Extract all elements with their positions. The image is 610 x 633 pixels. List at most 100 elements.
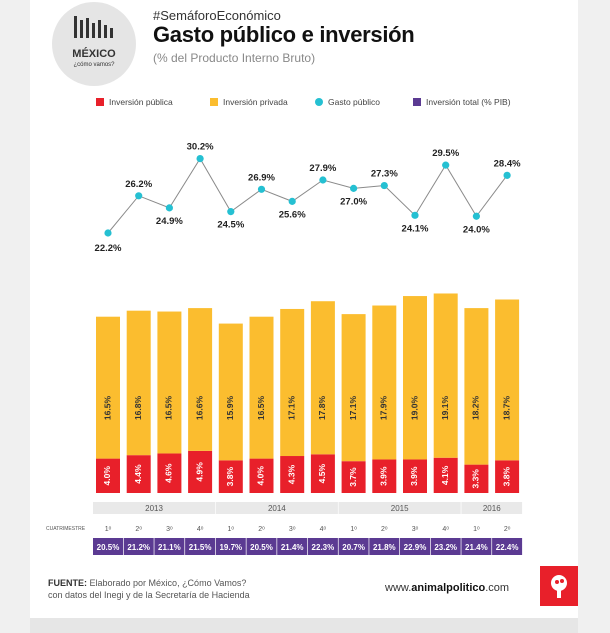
bar-inversion-publica — [403, 459, 427, 493]
site-prefix: www. — [385, 582, 412, 594]
data-label-gasto: 26.9% — [248, 172, 275, 183]
legend-item-publica: Inversión pública — [96, 97, 173, 107]
data-label-publica: 3.9% — [379, 466, 389, 486]
total-cell — [185, 538, 216, 555]
legend-label: Inversión privada — [223, 97, 288, 107]
bar-inversion-publica — [372, 459, 397, 493]
quarter-label: 2ᵒ — [504, 526, 511, 533]
legend-item-gasto: Gasto público — [315, 97, 380, 107]
total-cell — [400, 538, 430, 555]
year-band — [93, 502, 216, 514]
data-label-gasto: 24.5% — [217, 220, 244, 231]
data-label-publica: 3.8% — [225, 467, 235, 487]
bar-inversion-publica — [433, 457, 458, 493]
data-label-publica: 4.5% — [317, 464, 327, 484]
bar-inversion-privada — [249, 316, 274, 459]
point-gasto-publico — [196, 155, 204, 163]
total-label: 20.5% — [250, 543, 273, 552]
data-label-gasto: 26.2% — [125, 179, 152, 190]
bar-inversion-publica — [126, 455, 151, 493]
legend-label: Inversión total (% PIB) — [426, 97, 511, 107]
data-label-gasto: 25.6% — [279, 209, 306, 220]
total-cell — [123, 538, 154, 555]
point-gasto-publico — [319, 176, 327, 184]
site-url: www.animalpolitico.com — [385, 582, 509, 594]
data-label-publica: 4.9% — [194, 462, 204, 482]
data-label-gasto: 29.5% — [432, 148, 459, 159]
data-label-publica: 4.1% — [440, 465, 450, 485]
total-cell — [369, 538, 400, 555]
point-gasto-publico — [442, 161, 450, 169]
quarter-header: CUATRIMESTRE — [46, 526, 86, 532]
data-label-gasto: 30.2% — [187, 142, 214, 153]
bar-inversion-publica — [310, 454, 335, 493]
brand-icon — [551, 575, 567, 598]
data-label-privada: 17.9% — [379, 396, 389, 421]
data-label-privada: 16.5% — [102, 396, 112, 421]
data-label-gasto: 24.9% — [156, 216, 183, 227]
data-label-gasto: 22.2% — [95, 243, 122, 254]
data-label-publica: 3.7% — [348, 467, 358, 487]
total-label: 19.7% — [219, 543, 242, 552]
data-label-gasto: 27.9% — [309, 163, 336, 174]
bar-inversion-privada — [341, 314, 366, 462]
quarter-label: 3ᵒ — [289, 526, 296, 533]
site-brand: animalpolitico — [411, 582, 486, 594]
quarter-label: 4ᵒ — [320, 526, 327, 533]
legend-label: Gasto público — [328, 97, 380, 107]
bar-inversion-privada — [188, 308, 213, 451]
bar-inversion-privada — [157, 311, 182, 454]
quarter-label: 1ᵒ — [105, 526, 112, 533]
bar-inversion-privada — [372, 305, 397, 460]
data-label-gasto: 28.4% — [494, 158, 521, 169]
total-label: 21.2% — [127, 543, 150, 552]
total-label: 21.8% — [373, 543, 396, 552]
bar-inversion-privada — [218, 323, 243, 461]
data-label-privada: 17.8% — [317, 396, 327, 421]
chart-subtitle: (% del Producto Interno Bruto) — [153, 51, 316, 65]
point-gasto-publico — [135, 192, 143, 200]
site-suffix: .com — [485, 582, 510, 594]
data-label-privada: 16.5% — [256, 396, 266, 421]
chart-area: 4.0% 16.5% 4.4% 16.8% 4.6% 16.5% 4.9% 16.6% 3.8%… — [46, 142, 523, 555]
year-band — [338, 502, 461, 514]
quarter-label: 2ᵒ — [258, 526, 265, 533]
bar-inversion-privada — [464, 308, 489, 465]
point-gasto-publico — [288, 197, 296, 205]
bar-inversion-publica — [495, 460, 520, 493]
quarter-label: 4ᵒ — [442, 526, 449, 533]
infographic-card: MÉXICO ¿cómo vamos? #SemáforoEconómico G… — [30, 0, 578, 618]
logo-subtitle: ¿cómo vamos? — [73, 62, 115, 68]
legend-item-total: Inversión total (% PIB) — [413, 97, 511, 107]
bottom-band — [30, 618, 578, 633]
quarter-label: 1ᵒ — [473, 526, 480, 533]
point-gasto-publico — [227, 208, 235, 216]
legend-item-privada: Inversión privada — [210, 97, 288, 107]
quarter-label: 3ᵒ — [412, 526, 419, 533]
data-label-privada: 15.9% — [225, 396, 235, 421]
bar-inversion-publica — [341, 461, 366, 493]
data-label-privada: 19.1% — [440, 396, 450, 421]
point-gasto-publico — [411, 211, 419, 219]
point-gasto-publico — [350, 184, 358, 192]
bar-inversion-privada — [280, 308, 305, 457]
year-label: 2014 — [268, 504, 286, 513]
bar-inversion-publica — [249, 458, 274, 493]
data-label-gasto: 27.3% — [371, 169, 398, 180]
source-line-1: Elaborado por México, ¿Cómo Vamos? — [89, 578, 247, 588]
quarter-label: 2ᵒ — [381, 526, 388, 533]
quarter-label: 3ᵒ — [166, 526, 173, 533]
total-cell — [430, 538, 461, 555]
bar-inversion-publica — [280, 456, 305, 493]
bar-inversion-publica — [218, 460, 243, 493]
year-label: 2016 — [483, 504, 501, 513]
data-label-gasto: 24.1% — [402, 223, 429, 234]
hashtag: #SemáforoEconómico — [153, 8, 281, 23]
total-cell — [277, 538, 308, 555]
data-label-publica: 4.4% — [133, 464, 143, 484]
bar-inversion-publica — [157, 453, 182, 493]
year-band — [215, 502, 338, 514]
point-gasto-publico — [104, 229, 112, 237]
chart-title: Gasto público e inversión — [153, 22, 415, 47]
year-label: 2015 — [391, 504, 409, 513]
